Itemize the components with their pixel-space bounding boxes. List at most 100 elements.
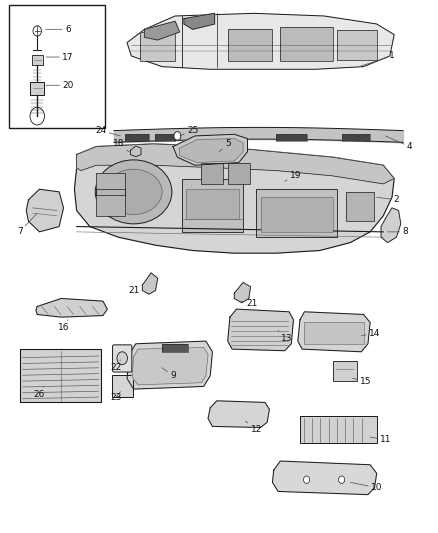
- Bar: [186, 189, 239, 219]
- Bar: [96, 173, 125, 195]
- Bar: [276, 134, 307, 141]
- Circle shape: [174, 132, 181, 140]
- Text: 11: 11: [370, 435, 391, 444]
- Bar: [155, 134, 175, 141]
- Polygon shape: [228, 309, 293, 351]
- Text: 15: 15: [353, 377, 371, 385]
- Bar: [280, 27, 333, 61]
- Polygon shape: [234, 282, 251, 303]
- Text: 16: 16: [58, 320, 69, 332]
- Ellipse shape: [105, 169, 162, 214]
- Text: 1: 1: [359, 52, 395, 67]
- Bar: [201, 163, 223, 184]
- Text: 2: 2: [377, 196, 399, 204]
- Bar: [112, 375, 133, 397]
- Text: 14: 14: [361, 329, 380, 337]
- Polygon shape: [131, 146, 141, 157]
- Bar: [20, 349, 101, 402]
- Bar: [155, 134, 175, 141]
- Bar: [96, 189, 125, 216]
- Text: 20: 20: [46, 81, 74, 90]
- Text: 26: 26: [34, 386, 45, 399]
- Bar: [125, 134, 149, 141]
- Text: 18: 18: [113, 140, 129, 152]
- Text: 13: 13: [278, 330, 293, 343]
- Polygon shape: [173, 134, 247, 165]
- Bar: [337, 30, 377, 60]
- Bar: [346, 192, 374, 221]
- Text: 21: 21: [241, 300, 258, 308]
- Bar: [261, 197, 333, 232]
- Bar: [162, 344, 188, 352]
- Bar: [228, 163, 250, 184]
- Bar: [300, 416, 377, 443]
- Bar: [333, 361, 357, 381]
- Polygon shape: [208, 401, 269, 427]
- Bar: [342, 134, 370, 141]
- Polygon shape: [298, 312, 370, 352]
- Bar: [96, 189, 125, 216]
- Text: 23: 23: [110, 392, 122, 401]
- Polygon shape: [132, 348, 208, 385]
- Circle shape: [117, 352, 127, 365]
- Polygon shape: [145, 21, 180, 40]
- Polygon shape: [381, 208, 401, 243]
- Bar: [276, 134, 307, 141]
- Bar: [261, 197, 333, 232]
- Ellipse shape: [95, 160, 172, 224]
- Bar: [186, 189, 239, 219]
- Polygon shape: [272, 461, 377, 495]
- Bar: [125, 134, 149, 141]
- Polygon shape: [127, 341, 212, 389]
- Text: 12: 12: [245, 421, 262, 433]
- Circle shape: [304, 476, 310, 483]
- Bar: [228, 163, 250, 184]
- Bar: [300, 416, 377, 443]
- Bar: [162, 344, 188, 352]
- Bar: [228, 29, 272, 61]
- Polygon shape: [26, 189, 64, 232]
- Text: 6: 6: [46, 25, 71, 34]
- Bar: [342, 134, 370, 141]
- Text: 24: 24: [95, 126, 120, 136]
- Polygon shape: [77, 144, 394, 184]
- FancyBboxPatch shape: [30, 82, 45, 95]
- Bar: [304, 322, 364, 344]
- Text: 10: 10: [350, 482, 382, 492]
- Bar: [9, 5, 105, 128]
- Bar: [346, 192, 374, 221]
- Polygon shape: [142, 273, 158, 294]
- Text: 4: 4: [385, 136, 412, 151]
- FancyBboxPatch shape: [113, 345, 132, 372]
- Bar: [337, 30, 377, 60]
- Text: 9: 9: [162, 368, 176, 380]
- Text: 8: 8: [388, 228, 408, 236]
- Polygon shape: [74, 144, 394, 253]
- FancyBboxPatch shape: [32, 55, 43, 65]
- Text: 21: 21: [128, 285, 142, 295]
- Bar: [228, 29, 272, 61]
- Bar: [280, 27, 333, 61]
- Bar: [256, 189, 337, 237]
- Bar: [256, 189, 337, 237]
- Circle shape: [339, 476, 345, 483]
- Bar: [182, 179, 243, 232]
- Bar: [333, 361, 357, 381]
- Bar: [140, 32, 175, 61]
- Polygon shape: [184, 13, 215, 29]
- Polygon shape: [180, 139, 243, 163]
- Polygon shape: [127, 13, 394, 69]
- Text: 7: 7: [17, 213, 37, 236]
- Text: 22: 22: [110, 360, 122, 372]
- Text: 25: 25: [180, 126, 198, 136]
- Bar: [304, 322, 364, 344]
- Bar: [182, 179, 243, 232]
- Text: 19: 19: [285, 172, 301, 181]
- Bar: [20, 349, 101, 402]
- Text: 17: 17: [46, 53, 74, 61]
- Bar: [140, 32, 175, 61]
- Bar: [96, 173, 125, 195]
- Text: 5: 5: [219, 140, 231, 152]
- Polygon shape: [36, 298, 107, 317]
- Bar: [201, 163, 223, 184]
